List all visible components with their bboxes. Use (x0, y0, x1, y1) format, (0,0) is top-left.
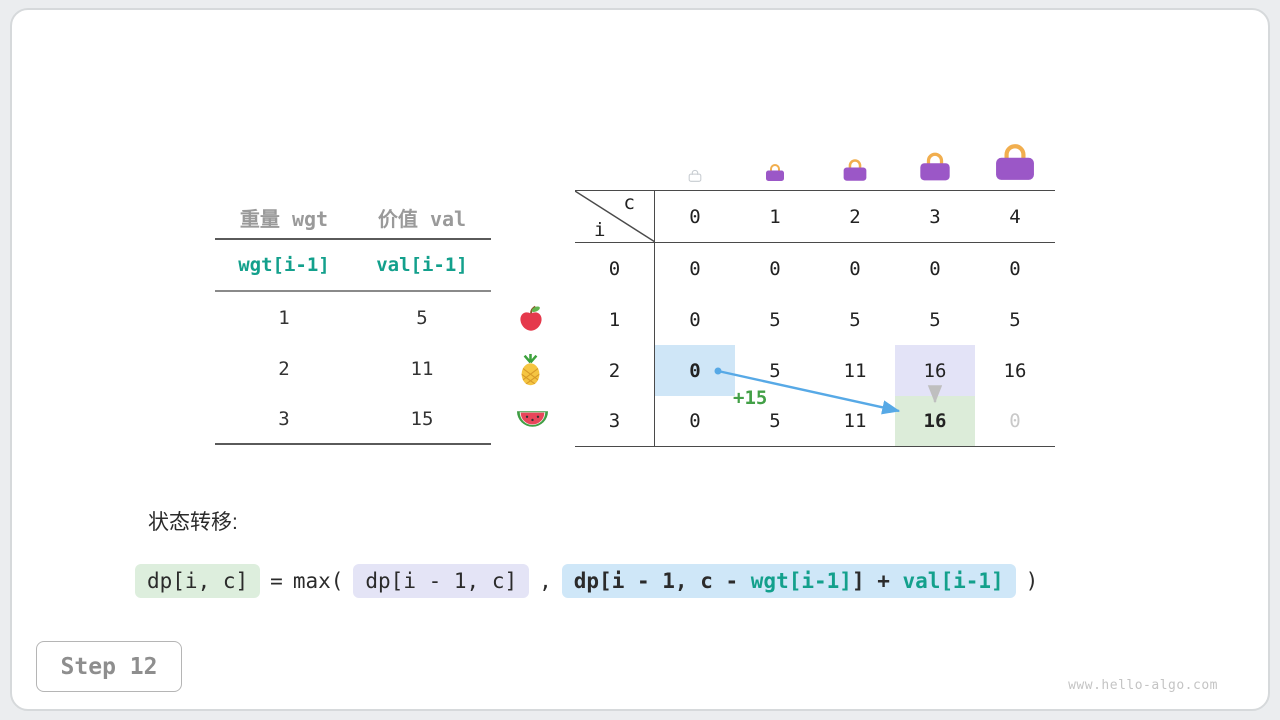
watermelon-icon (517, 410, 548, 429)
bag-capacity-4-icon (993, 142, 1037, 182)
plus-value-label: +15 (733, 387, 768, 409)
dp-cell-prev-row: 16 (895, 345, 975, 396)
dp-col-header: 0 (689, 205, 701, 228)
dp-cell: 0 (1009, 257, 1021, 280)
bag-capacity-2-icon (842, 158, 868, 182)
item-val-value: 15 (410, 407, 434, 430)
formula-dp-current-box: dp[i, c] (135, 564, 261, 598)
dp-cell: 5 (769, 410, 781, 432)
dp-row: 2 0 5 11 16 16 (575, 345, 1055, 396)
val-formula-cell: val[i-1] (376, 254, 468, 276)
pineapple-icon (517, 352, 544, 388)
item-row: 1 5 (215, 292, 491, 343)
dp-col-header: 2 (849, 205, 861, 228)
item-wgt-value: 1 (278, 306, 290, 329)
item-wgt-value: 2 (278, 357, 290, 380)
formula-close-paren: ) (1025, 569, 1039, 593)
dp-cell: 0 (689, 257, 701, 280)
formula-comma: , (539, 569, 552, 593)
dp-header-row: c i 0 1 2 3 4 (575, 190, 1055, 243)
item-row: 3 15 (215, 394, 491, 445)
bag-capacity-1-icon (765, 163, 785, 182)
formula-take-mid: ] + (851, 569, 903, 593)
item-val-value: 5 (416, 306, 428, 329)
dp-row-header: 1 (575, 294, 655, 345)
dp-cell-future: 0 (1009, 410, 1021, 432)
formula-option-take-box: dp[i - 1, c - wgt[i-1]] + val[i-1] (561, 564, 1016, 598)
step-label: Step 12 (60, 653, 158, 680)
dp-cell: 0 (689, 308, 701, 331)
diagonal-divider-line (575, 191, 655, 242)
dp-row-header: 0 (575, 243, 655, 294)
bag-empty-icon (688, 169, 702, 182)
items-table: 重量 wgt 价值 val wgt[i-1] val[i-1] 1 5 2 11… (215, 196, 491, 445)
dp-col-header: 4 (1009, 205, 1021, 228)
dp-col-header: 3 (929, 205, 941, 228)
formula-take-prefix: dp[i - 1, c - (573, 569, 751, 593)
step-indicator: Step 12 (36, 641, 182, 692)
dp-cell: 11 (843, 359, 867, 382)
dp-cell-current: 16 (895, 396, 975, 446)
dp-row-header: 2 (575, 345, 655, 396)
dp-col-variable: c (623, 192, 635, 214)
dp-row: 0 0 0 0 0 0 (575, 243, 1055, 294)
dp-cell: 5 (929, 308, 941, 331)
formula-max-open: max( (292, 569, 344, 593)
dp-corner: c i (575, 191, 655, 242)
dp-cell: 5 (849, 308, 861, 331)
items-formula-row: wgt[i-1] val[i-1] (215, 240, 491, 292)
items-table-header-row: 重量 wgt 价值 val (215, 196, 491, 240)
items-col-value-header: 价值 val (377, 206, 467, 231)
dp-cell: 5 (769, 308, 781, 331)
dp-cell: 0 (689, 410, 701, 432)
dp-row-header: 3 (575, 396, 655, 446)
dp-cell: 0 (769, 257, 781, 280)
site-watermark: www.hello-algo.com (1068, 678, 1218, 693)
items-col-weight-header: 重量 wgt (239, 206, 329, 231)
dp-cell: 11 (843, 410, 867, 432)
item-val-value: 11 (410, 357, 434, 380)
formula-take-wgt: wgt[i-1] (750, 569, 852, 593)
wgt-formula-cell: wgt[i-1] (238, 254, 330, 276)
dp-table: c i 0 1 2 3 4 0 0 0 0 0 0 1 0 5 5 5 5 2 … (575, 190, 1055, 447)
dp-row: 1 0 5 5 5 5 (575, 294, 1055, 345)
formula-equals: = (270, 569, 283, 593)
dp-cell: 16 (1003, 359, 1027, 382)
dp-cell: 5 (1009, 308, 1021, 331)
formula-take-val: val[i-1] (902, 569, 1004, 593)
transition-title: 状态转移: (148, 511, 238, 534)
item-wgt-value: 3 (278, 407, 290, 430)
formula-option-keep-box: dp[i - 1, c] (353, 564, 530, 598)
dp-row: 3 0 5 11 16 0 (575, 396, 1055, 447)
dp-cell: 0 (929, 257, 941, 280)
item-row: 2 11 (215, 343, 491, 394)
dp-cell: 0 (849, 257, 861, 280)
apple-icon (517, 304, 545, 332)
dp-col-header: 1 (769, 205, 781, 228)
dp-cell-transfer-source: 0 (655, 345, 735, 396)
dp-row-variable: i (594, 219, 606, 241)
state-transition-formula: dp[i, c] = max( dp[i - 1, c] , dp[i - 1,… (135, 561, 1038, 601)
bag-capacity-3-icon (918, 151, 952, 182)
